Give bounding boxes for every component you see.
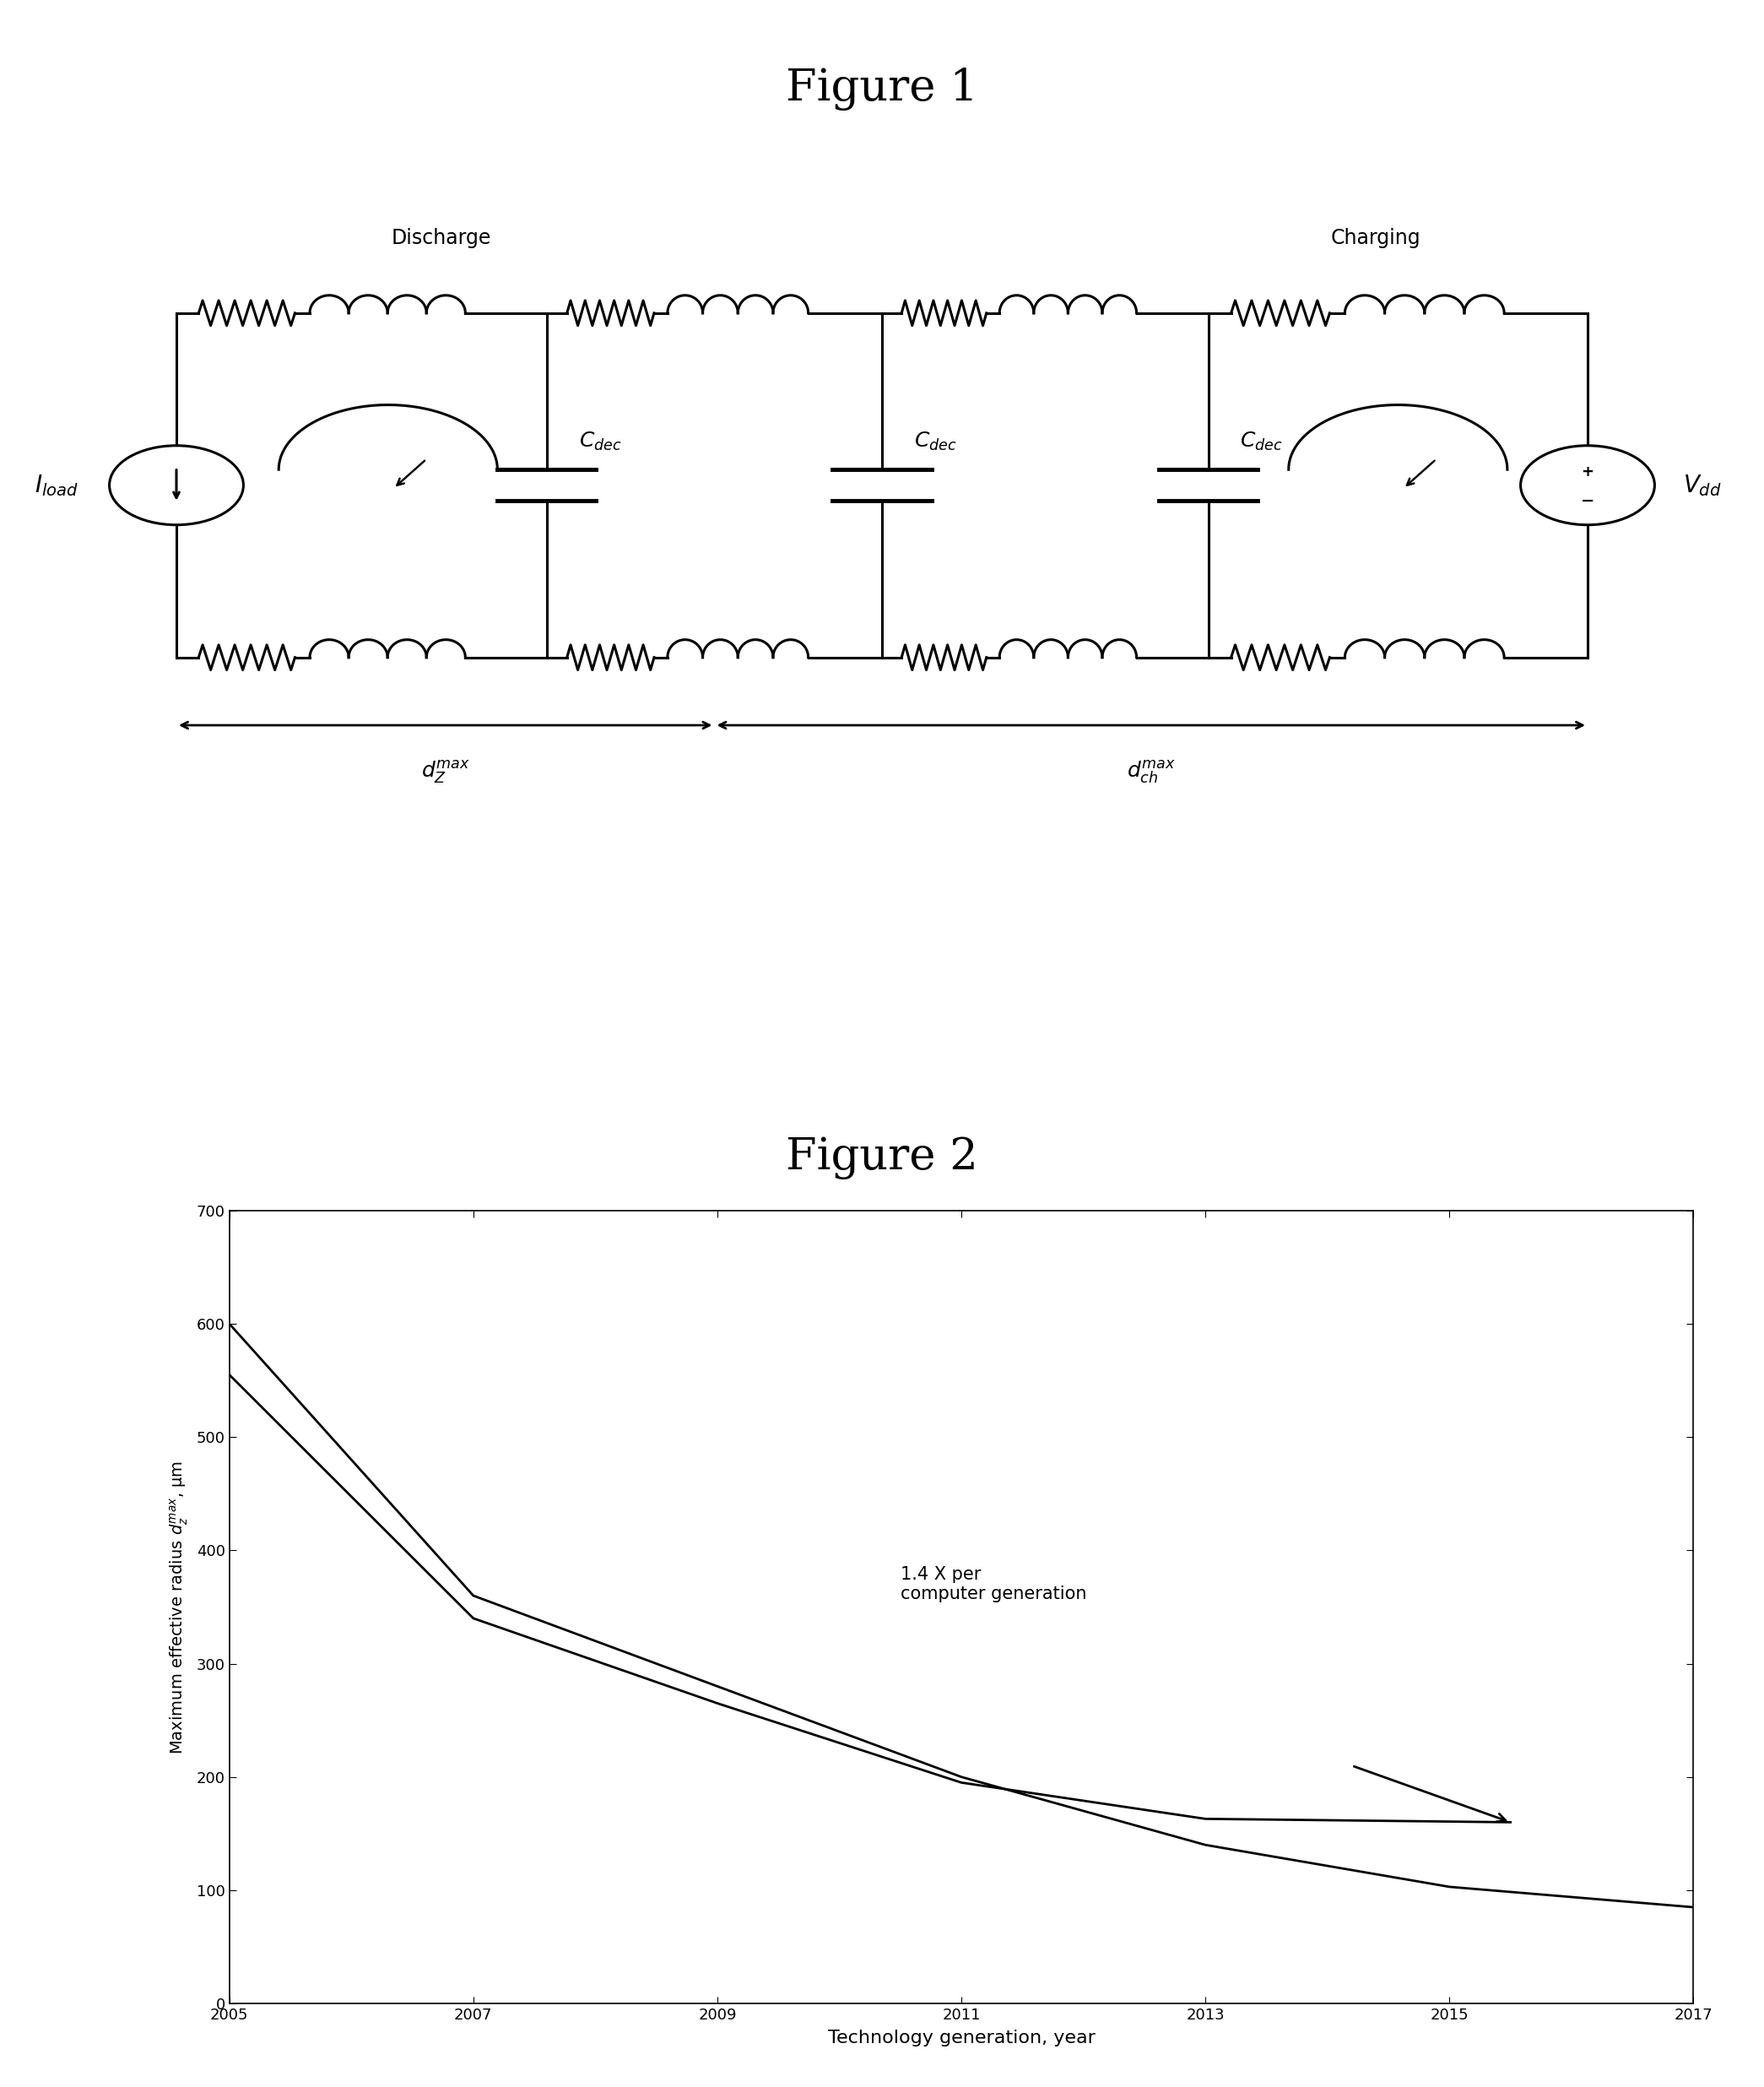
Text: $C_{dec}$: $C_{dec}$ [579,430,621,453]
Text: 1.4 X per
computer generation: 1.4 X per computer generation [900,1565,1087,1603]
Text: Charging: Charging [1330,227,1422,248]
Text: $d_{ch}^{max}$: $d_{ch}^{max}$ [1127,760,1175,785]
Text: $C_{dec}$: $C_{dec}$ [914,430,956,453]
Text: $V_{dd}$: $V_{dd}$ [1683,472,1722,499]
Text: Figure 2: Figure 2 [787,1137,977,1179]
Text: $C_{dec}$: $C_{dec}$ [1240,430,1282,453]
X-axis label: Technology generation, year: Technology generation, year [827,2031,1095,2047]
Y-axis label: Maximum effective radius $d_z^{max}$, μm: Maximum effective radius $d_z^{max}$, μm [168,1461,189,1753]
Text: $d_Z^{max}$: $d_Z^{max}$ [422,760,469,785]
Text: +: + [1581,463,1595,480]
Text: Figure 1: Figure 1 [785,67,979,111]
Text: −: − [1581,493,1595,509]
Text: $I_{load}$: $I_{load}$ [35,472,78,499]
Text: Discharge: Discharge [392,227,490,248]
